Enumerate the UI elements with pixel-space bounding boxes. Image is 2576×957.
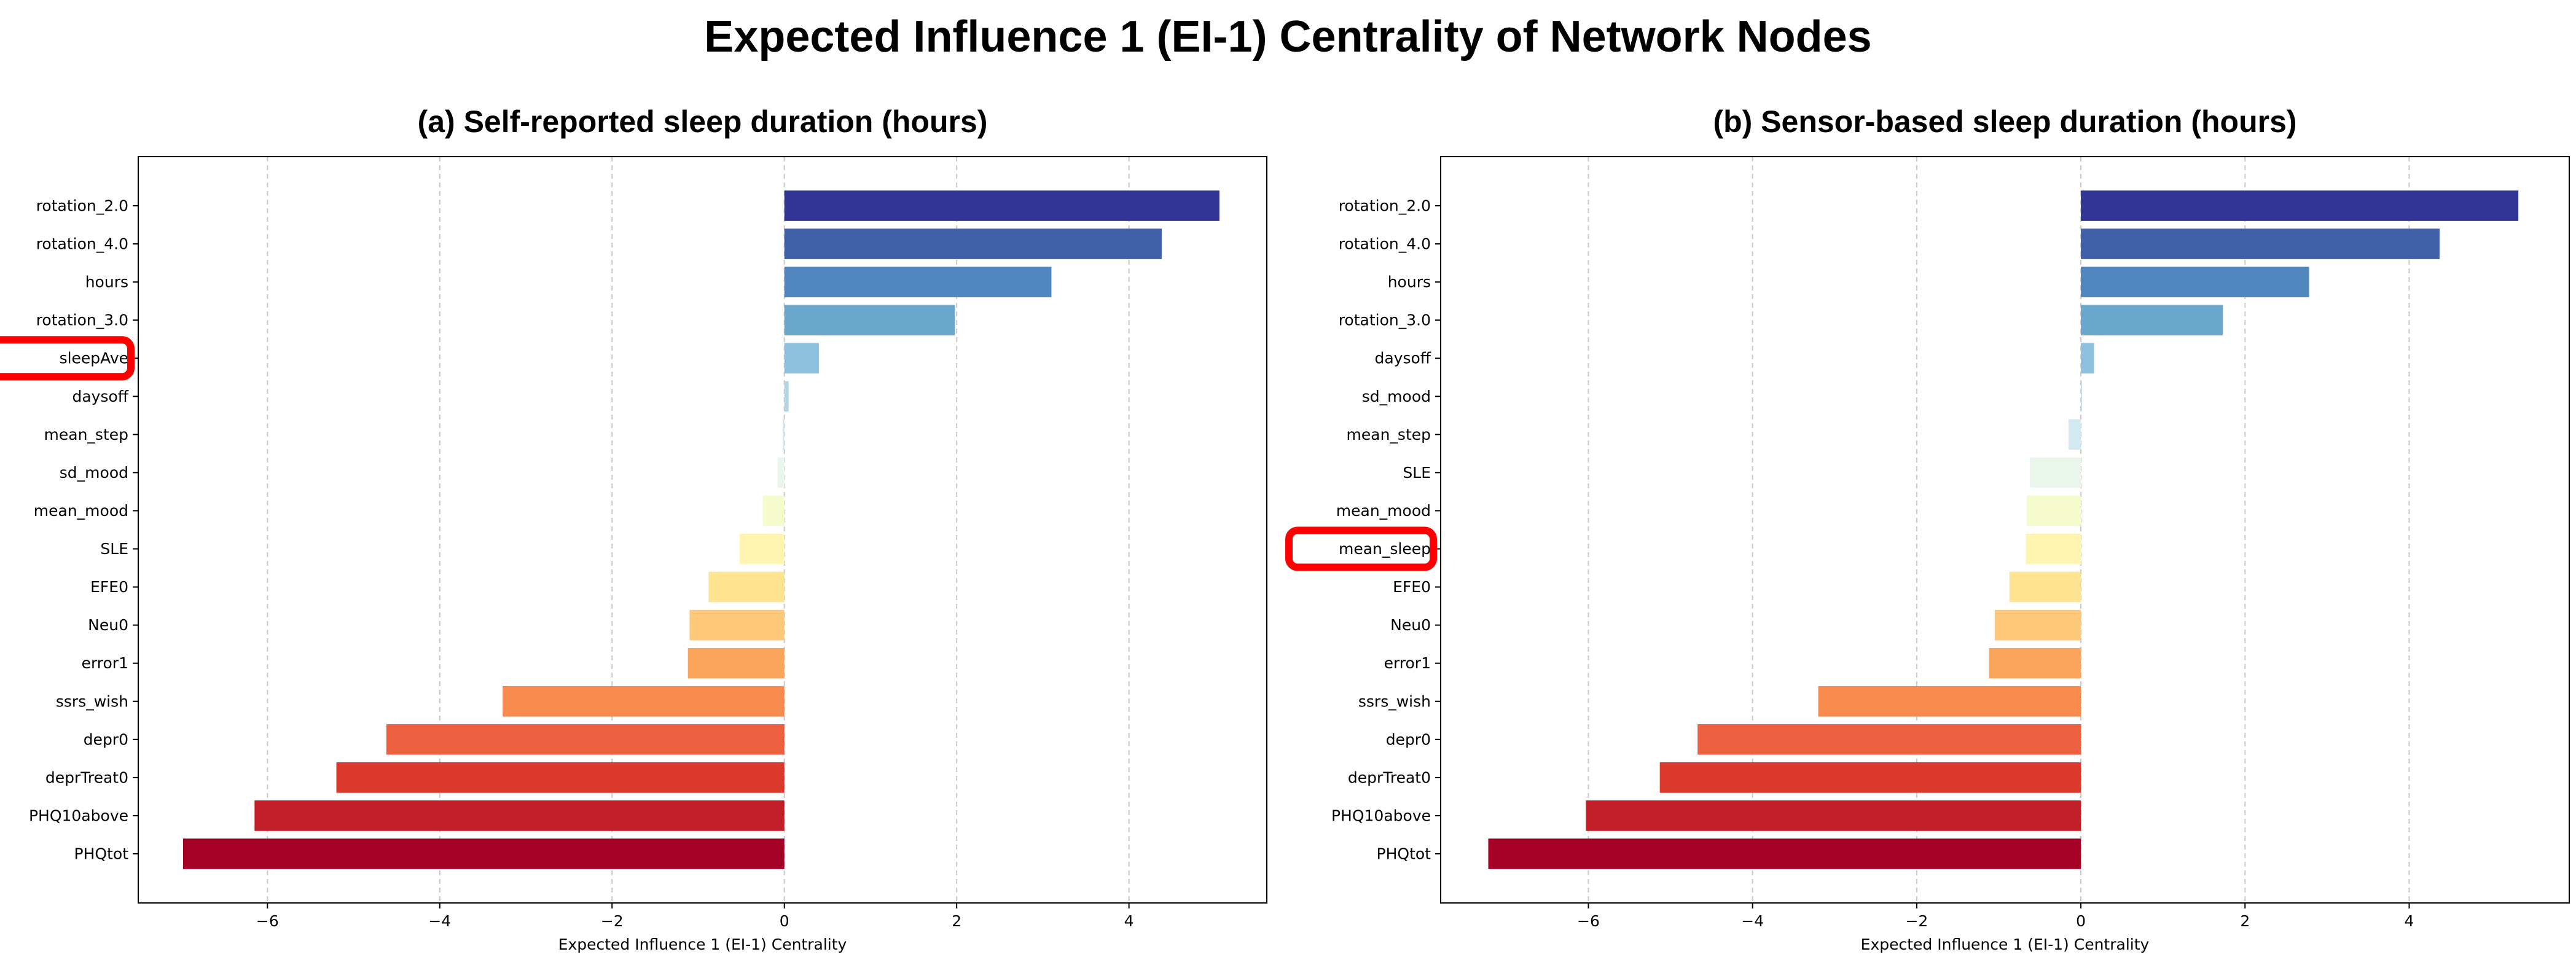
xtick-label-0: 0 [2076, 912, 2086, 930]
xtick-label-2-neg: −2 [1905, 912, 1928, 930]
category-label-error1: error1 [82, 654, 128, 672]
bar-efe0 [708, 571, 785, 603]
bar-sd-mood [2081, 381, 2082, 412]
category-label-phqtot: PHQtot [1377, 845, 1431, 863]
bar-phqtot [182, 838, 785, 869]
category-label-depr0: depr0 [84, 730, 128, 748]
xtick-label-6-neg: −6 [256, 912, 279, 930]
xtick-label-4: 4 [2405, 912, 2414, 930]
bar-rotation-3-0 [784, 305, 955, 335]
bar-depr0 [386, 724, 785, 755]
xtick-label-4-neg: −4 [1741, 912, 1764, 930]
xtick-label-2: 2 [952, 912, 961, 930]
bar-ssrs-wish [1818, 686, 2081, 717]
bar-mean-step [782, 419, 785, 450]
category-label-deprtreat0: deprTreat0 [1348, 768, 1431, 786]
category-label-neu0: Neu0 [1390, 616, 1431, 634]
category-label-ssrs-wish: ssrs_wish [56, 692, 128, 710]
category-label-rotation-4-0: rotation_4.0 [36, 235, 128, 253]
bar-mean-sleep [2026, 533, 2081, 564]
bar-sd-mood [777, 457, 785, 488]
bar-hours [2081, 267, 2309, 297]
bar-efe0 [2009, 571, 2081, 603]
category-label-mean-step: mean_step [44, 426, 128, 443]
bar-daysoff [784, 381, 789, 412]
xtick-label-6-neg: −6 [1577, 912, 1600, 930]
bar-mean-mood [762, 495, 785, 526]
category-label-sle: SLE [100, 540, 128, 558]
bar-depr0 [1697, 724, 2081, 755]
xtick-label-4-neg: −4 [428, 912, 451, 930]
figure-title: Expected Influence 1 (EI-1) Centrality o… [704, 12, 1872, 61]
xtick-label-4: 4 [1124, 912, 1134, 930]
bar-daysoff [2081, 343, 2094, 374]
bar-phq10above [1586, 800, 2081, 831]
panel-title: (b) Sensor-based sleep duration (hours) [1713, 104, 2296, 139]
bar-error1 [1989, 647, 2081, 679]
xtick-label-0: 0 [780, 912, 789, 930]
category-label-depr0: depr0 [1386, 730, 1431, 748]
bar-sle [2030, 457, 2081, 488]
category-label-rotation-3-0: rotation_3.0 [1339, 311, 1431, 329]
category-label-mean-mood: mean_mood [34, 502, 128, 520]
category-label-daysoff: daysoff [1374, 350, 1431, 367]
category-label-ssrs-wish: ssrs_wish [1358, 692, 1431, 710]
xtick-label-2: 2 [2240, 912, 2250, 930]
category-label-phqtot: PHQtot [74, 845, 129, 863]
category-label-phq10above: PHQ10above [1331, 807, 1431, 824]
bar-rotation-2-0 [2081, 190, 2519, 221]
category-label-deprtreat0: deprTreat0 [45, 768, 128, 786]
category-label-phq10above: PHQ10above [29, 807, 128, 824]
plot-frame [138, 156, 1267, 904]
category-label-mean-mood: mean_mood [1336, 502, 1431, 520]
x-axis-label: Expected Influence 1 (EI-1) Centrality [1861, 936, 2150, 953]
category-label-rotation-2-0: rotation_2.0 [36, 197, 128, 215]
bar-ssrs-wish [503, 686, 785, 717]
bar-error1 [687, 647, 785, 679]
bar-hours [784, 267, 1052, 297]
bar-rotation-4-0 [784, 229, 1162, 259]
category-label-hours: hours [1388, 273, 1431, 291]
bar-deprtreat0 [336, 762, 785, 793]
bar-phq10above [254, 800, 785, 831]
category-label-sd-mood: sd_mood [60, 464, 128, 482]
bar-sleepave [784, 343, 819, 374]
category-label-mean-sleep: mean_sleep [1339, 540, 1431, 558]
category-label-efe0: EFE0 [1393, 578, 1431, 596]
category-label-hours: hours [85, 273, 128, 291]
xtick-label-2-neg: −2 [601, 912, 624, 930]
category-label-sleepave: sleepAve [60, 350, 128, 367]
bar-deprtreat0 [1659, 762, 2081, 793]
bar-rotation-2-0 [784, 190, 1219, 221]
highlight-box-sleepave [0, 336, 135, 381]
x-axis-label: Expected Influence 1 (EI-1) Centrality [558, 936, 847, 953]
bar-sle [739, 533, 785, 564]
bar-mean-mood [2026, 495, 2081, 526]
category-label-efe0: EFE0 [90, 578, 128, 596]
bar-mean-step [2069, 419, 2081, 450]
category-label-rotation-3-0: rotation_3.0 [36, 311, 128, 329]
panel-title: (a) Self-reported sleep duration (hours) [418, 104, 988, 139]
category-label-mean-step: mean_step [1347, 426, 1431, 443]
bar-neu0 [1994, 609, 2081, 641]
category-label-neu0: Neu0 [88, 616, 128, 634]
category-label-error1: error1 [1384, 654, 1431, 672]
category-label-rotation-2-0: rotation_2.0 [1339, 197, 1431, 215]
category-label-sd-mood: sd_mood [1362, 388, 1431, 405]
plot-frame [1440, 156, 2570, 904]
bar-rotation-3-0 [2081, 305, 2223, 335]
bar-neu0 [689, 609, 785, 641]
highlight-box-mean-sleep [1285, 526, 1437, 571]
bar-rotation-4-0 [2081, 229, 2440, 259]
category-label-daysoff: daysoff [72, 388, 128, 405]
category-label-sle: SLE [1403, 464, 1431, 482]
category-label-rotation-4-0: rotation_4.0 [1339, 235, 1431, 253]
bar-phqtot [1488, 838, 2081, 869]
